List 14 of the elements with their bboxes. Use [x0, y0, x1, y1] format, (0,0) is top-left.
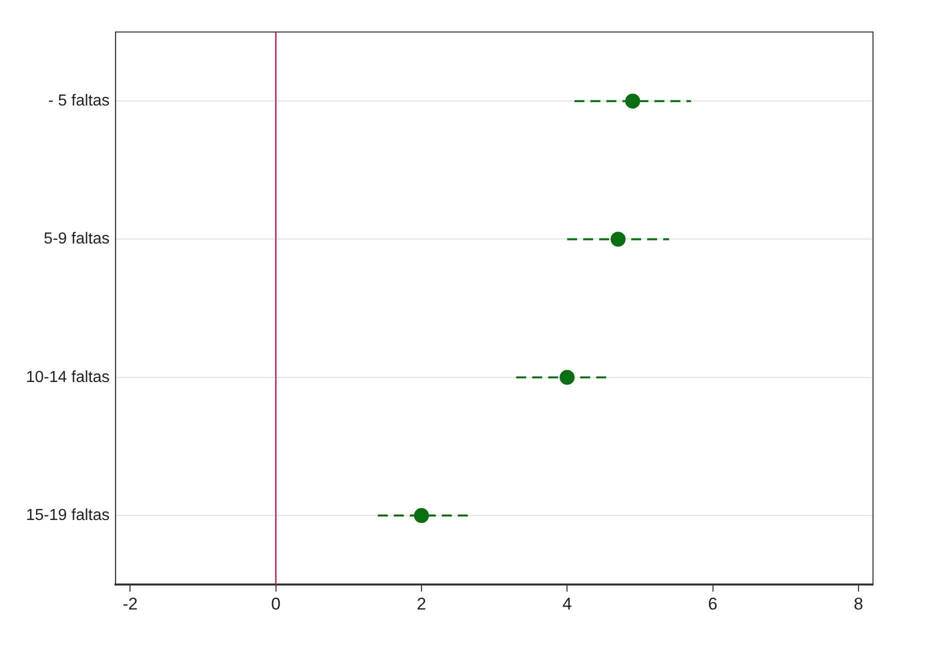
point	[560, 370, 575, 385]
x-tick-label: 6	[708, 594, 718, 614]
y-tick-label: 15-19 faltas	[26, 506, 110, 524]
y-tick-label: - 5 faltas	[48, 92, 110, 110]
x-tick-label: 2	[416, 594, 426, 614]
y-tick-label: 5-9 faltas	[44, 230, 110, 248]
y-tick-label: 10-14 faltas	[26, 368, 110, 386]
x-tick-label: 8	[854, 594, 864, 614]
point	[414, 508, 429, 524]
x-tick-label: 4	[562, 594, 572, 614]
point	[610, 232, 626, 247]
x-tick-label: -2	[122, 594, 138, 614]
x-tick-label: 0	[271, 594, 281, 614]
point	[625, 94, 640, 109]
